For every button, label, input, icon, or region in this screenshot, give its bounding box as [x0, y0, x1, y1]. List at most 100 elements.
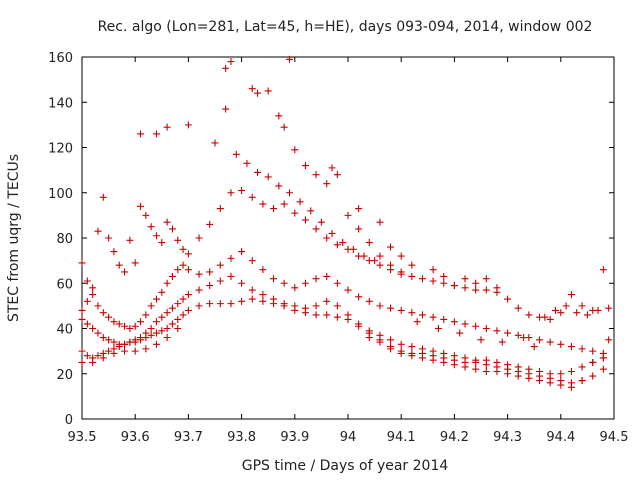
data-point — [493, 327, 501, 335]
data-point — [605, 336, 613, 344]
data-point — [301, 216, 309, 224]
data-point — [163, 334, 171, 342]
data-point — [312, 275, 320, 283]
data-point — [387, 345, 395, 353]
data-point — [78, 358, 86, 366]
y-tick-label: 160 — [48, 51, 73, 66]
data-point — [525, 370, 533, 378]
data-point — [440, 279, 448, 287]
data-point — [567, 291, 575, 299]
y-axis-label: STEC from uqrg / TECUs — [6, 154, 22, 322]
data-point — [152, 232, 160, 240]
x-tick-label: 93.6 — [121, 430, 150, 445]
data-point — [514, 331, 522, 339]
data-point — [142, 345, 150, 353]
data-point — [147, 223, 155, 231]
data-point — [456, 329, 464, 337]
data-point — [163, 279, 171, 287]
data-point — [142, 211, 150, 219]
data-point — [89, 325, 97, 332]
data-point — [184, 306, 192, 314]
data-point — [498, 338, 506, 346]
data-point — [184, 266, 192, 274]
data-point — [493, 363, 501, 371]
data-point — [333, 241, 341, 249]
x-tick-label: 93.8 — [227, 430, 256, 445]
data-point — [301, 162, 309, 170]
data-point — [397, 306, 405, 314]
data-point — [536, 372, 544, 380]
data-point — [211, 139, 219, 147]
data-point — [115, 261, 123, 269]
data-point — [163, 325, 171, 332]
data-point — [259, 297, 267, 305]
data-point — [280, 302, 288, 310]
data-point — [105, 347, 113, 355]
data-point — [238, 186, 246, 194]
data-point — [168, 272, 176, 280]
data-point — [137, 318, 145, 326]
data-point — [418, 311, 426, 319]
data-point — [195, 302, 203, 310]
data-point — [440, 354, 448, 362]
data-point — [408, 261, 416, 269]
data-point — [461, 320, 469, 328]
data-point — [83, 352, 91, 360]
data-point — [280, 279, 288, 287]
plot-frame — [81, 56, 615, 420]
data-point — [578, 363, 586, 371]
data-point — [429, 352, 437, 360]
data-point — [605, 304, 613, 312]
data-point — [376, 302, 384, 310]
data-point — [333, 279, 341, 287]
x-axis: 93.5 93.6 93.7 93.8 93.9 94 94.1 94.2 94.3 94.4 94… — [68, 57, 628, 445]
data-point — [514, 367, 522, 375]
data-point — [376, 252, 384, 260]
data-point — [222, 64, 230, 72]
data-point — [472, 322, 480, 330]
data-point — [599, 365, 607, 373]
chart-title: Rec. algo (Lon=281, Lat=45, h=HE), days … — [98, 19, 593, 35]
data-point — [216, 261, 224, 269]
data-point — [296, 198, 304, 206]
data-point — [301, 279, 309, 287]
data-point — [83, 277, 91, 285]
data-point — [482, 367, 490, 375]
data-point — [461, 284, 469, 292]
data-point — [152, 130, 160, 138]
data-point — [115, 343, 123, 351]
data-point — [259, 200, 267, 208]
data-point — [583, 311, 591, 319]
data-point — [275, 182, 283, 190]
data-point — [105, 313, 113, 321]
data-point — [152, 318, 160, 326]
data-point — [355, 293, 363, 301]
data-point — [530, 343, 538, 351]
data-point — [137, 336, 145, 344]
data-point — [461, 275, 469, 283]
data-point — [131, 338, 139, 346]
data-point — [339, 239, 347, 247]
data-point — [472, 286, 480, 294]
data-point — [248, 295, 256, 303]
data-point — [121, 322, 129, 330]
data-point — [291, 209, 299, 217]
data-point — [227, 58, 235, 66]
data-point — [158, 288, 166, 296]
data-point — [440, 315, 448, 323]
data-point — [195, 286, 203, 294]
data-point — [285, 189, 293, 197]
data-point — [163, 309, 171, 317]
data-point — [110, 338, 118, 346]
data-point — [99, 193, 107, 201]
y-tick-label: 40 — [56, 323, 73, 338]
data-point — [328, 229, 336, 237]
data-point — [110, 349, 118, 357]
y-axis: 0 20 40 60 80 100 120 140 160 — [48, 51, 614, 428]
data-point — [99, 334, 107, 342]
data-point — [567, 383, 575, 391]
data-point — [599, 266, 607, 274]
data-point — [83, 297, 91, 305]
data-point — [131, 259, 139, 267]
